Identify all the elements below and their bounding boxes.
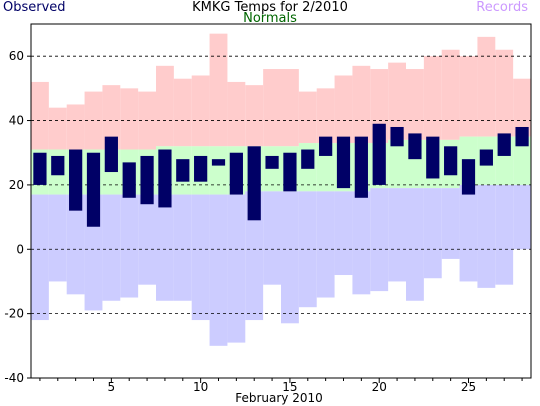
observed-bar (390, 126, 404, 147)
record-high-band (173, 78, 192, 147)
record-low-band (423, 188, 442, 279)
record-low-band (388, 188, 406, 282)
record-low-band (334, 191, 353, 276)
observed-bar (497, 133, 511, 156)
record-low-band (31, 194, 49, 321)
record-high-band (245, 85, 264, 147)
x-axis-label: February 2010 (235, 391, 323, 405)
record-high-band (423, 56, 442, 140)
normal-band (209, 146, 228, 195)
observed-bar (426, 136, 440, 179)
record-low-band (513, 184, 531, 250)
record-low-band (495, 184, 514, 285)
x-tick-label: 15 (282, 380, 297, 394)
observed-bar (158, 149, 172, 208)
observed-bar (86, 152, 101, 227)
record-high-band (334, 75, 353, 144)
observed-bar (336, 136, 351, 189)
observed-bar (461, 159, 476, 195)
record-low-band (209, 194, 228, 346)
legend-records: Records (476, 0, 528, 15)
record-low-band (316, 191, 335, 298)
record-low-band (138, 194, 156, 285)
observed-bar (265, 155, 279, 169)
record-low-band (102, 194, 121, 301)
observed-bar (33, 152, 47, 185)
observed-bar (301, 149, 315, 169)
record-low-band (245, 191, 264, 321)
y-tick-label: 60 (9, 49, 24, 63)
record-high-band (495, 49, 514, 137)
record-low-band (191, 194, 210, 321)
x-tick-label: 20 (372, 380, 387, 394)
record-low-band (406, 188, 424, 301)
record-low-band (227, 194, 246, 343)
record-low-band (156, 194, 174, 301)
observed-bar (122, 162, 136, 198)
record-high-band (120, 88, 139, 150)
observed-bar (444, 146, 458, 176)
record-high-band (66, 104, 85, 150)
record-high-band (477, 36, 496, 137)
observed-bar (69, 149, 83, 211)
record-high-band (48, 107, 67, 150)
x-tick-label: 5 (108, 380, 116, 394)
record-high-band (102, 85, 121, 150)
y-tick-label: 40 (9, 114, 24, 128)
record-high-band (263, 69, 281, 147)
record-high-band (156, 65, 174, 147)
record-high-band (459, 56, 478, 137)
observed-bar (104, 136, 118, 173)
observed-bar (283, 152, 297, 192)
record-high-band (406, 69, 424, 140)
record-low-band (441, 188, 460, 259)
legend-observed: Observed (3, 0, 66, 15)
record-low-band (173, 194, 192, 301)
record-low-band (459, 184, 478, 282)
record-low-band (66, 194, 85, 295)
legend-normals: Normals (243, 11, 297, 26)
record-low-band (281, 191, 299, 324)
record-low-band (477, 184, 496, 288)
record-low-band (352, 191, 371, 295)
observed-bar (211, 159, 226, 166)
observed-bar (194, 155, 208, 182)
record-high-band (191, 75, 210, 147)
record-high-band (316, 88, 335, 144)
chart-title: KMKG Temps for 2/2010 (192, 0, 348, 15)
record-low-band (263, 191, 281, 285)
record-low-band (370, 188, 389, 292)
observed-bar (354, 136, 368, 198)
observed-bar (515, 126, 529, 147)
normal-band (513, 136, 531, 185)
record-low-band (120, 194, 139, 298)
record-high-band (31, 81, 49, 150)
y-tick-label: -40 (4, 371, 24, 385)
x-tick-label: 25 (461, 380, 476, 394)
observed-bar (229, 152, 243, 195)
normal-band (388, 139, 406, 189)
record-high-band (209, 33, 228, 147)
observed-bar (140, 155, 154, 205)
record-high-band (298, 91, 317, 144)
observed-bar (176, 159, 190, 182)
record-high-band (227, 81, 246, 147)
record-high-band (513, 78, 531, 137)
y-tick-label: -20 (4, 307, 24, 321)
observed-bar (372, 123, 386, 185)
y-tick-label: 0 (16, 242, 24, 256)
plot-frame (30, 23, 532, 379)
record-high-band (352, 65, 371, 144)
observed-bar (51, 155, 65, 176)
record-high-band (281, 69, 299, 147)
observed-bar (319, 136, 333, 156)
observed-bar (479, 149, 493, 166)
record-high-band (441, 49, 460, 140)
observed-bar (408, 133, 422, 160)
observed-bar (247, 146, 261, 221)
x-tick-label: 10 (193, 380, 208, 394)
record-low-band (48, 194, 67, 282)
y-tick-label: 20 (9, 178, 24, 192)
